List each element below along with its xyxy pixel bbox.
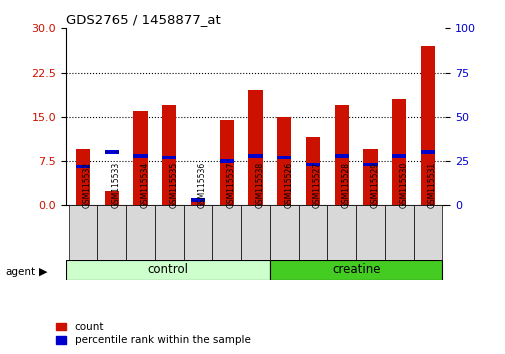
Text: GSM115528: GSM115528	[341, 162, 350, 208]
Bar	[277, 156, 291, 159]
Legend: count, percentile rank within the sample: count, percentile rank within the sample	[56, 322, 250, 345]
Text: ▶: ▶	[39, 267, 47, 277]
Text: GSM115532: GSM115532	[83, 162, 92, 208]
Bar	[162, 156, 176, 159]
Bar	[391, 154, 406, 158]
Bar	[190, 198, 205, 202]
Bar	[298, 205, 327, 260]
Bar	[219, 159, 233, 163]
Bar	[248, 90, 262, 205]
Text: GSM115538: GSM115538	[255, 162, 264, 208]
Text: GSM115526: GSM115526	[284, 162, 293, 208]
Text: GSM115537: GSM115537	[226, 162, 235, 208]
Text: GSM115535: GSM115535	[169, 162, 178, 208]
Bar	[305, 137, 320, 205]
Bar	[334, 105, 348, 205]
Bar	[391, 99, 406, 205]
Text: GSM115536: GSM115536	[197, 162, 207, 208]
Bar	[105, 150, 119, 154]
Bar	[269, 205, 298, 260]
Bar	[334, 154, 348, 158]
Text: agent: agent	[5, 267, 35, 277]
Bar	[248, 154, 262, 158]
Bar	[269, 260, 441, 280]
Bar	[384, 205, 413, 260]
Bar	[183, 205, 212, 260]
Bar	[133, 111, 147, 205]
Bar	[327, 205, 356, 260]
Bar	[76, 149, 90, 205]
Text: GSM115529: GSM115529	[370, 162, 379, 208]
Bar	[356, 205, 384, 260]
Bar	[66, 260, 269, 280]
Bar	[241, 205, 269, 260]
Bar	[363, 149, 377, 205]
Text: GSM115531: GSM115531	[427, 162, 436, 208]
Bar	[69, 205, 97, 260]
Bar	[162, 105, 176, 205]
Bar	[420, 150, 434, 154]
Bar	[155, 205, 183, 260]
Text: GSM115527: GSM115527	[313, 162, 321, 208]
Bar	[212, 205, 241, 260]
Text: control: control	[147, 263, 188, 276]
Text: GSM115534: GSM115534	[140, 162, 149, 208]
Bar	[420, 46, 434, 205]
Bar	[97, 205, 126, 260]
Text: creatine: creatine	[331, 263, 380, 276]
Bar	[126, 205, 155, 260]
Text: GDS2765 / 1458877_at: GDS2765 / 1458877_at	[66, 13, 220, 26]
Bar	[363, 163, 377, 166]
Bar	[219, 120, 233, 205]
Bar	[105, 190, 119, 205]
Bar	[413, 205, 441, 260]
Bar	[305, 163, 320, 166]
Bar	[76, 165, 90, 168]
Text: GSM115533: GSM115533	[112, 162, 121, 208]
Bar	[190, 201, 205, 205]
Bar	[133, 154, 147, 158]
Bar	[277, 117, 291, 205]
Text: GSM115530: GSM115530	[398, 162, 408, 208]
